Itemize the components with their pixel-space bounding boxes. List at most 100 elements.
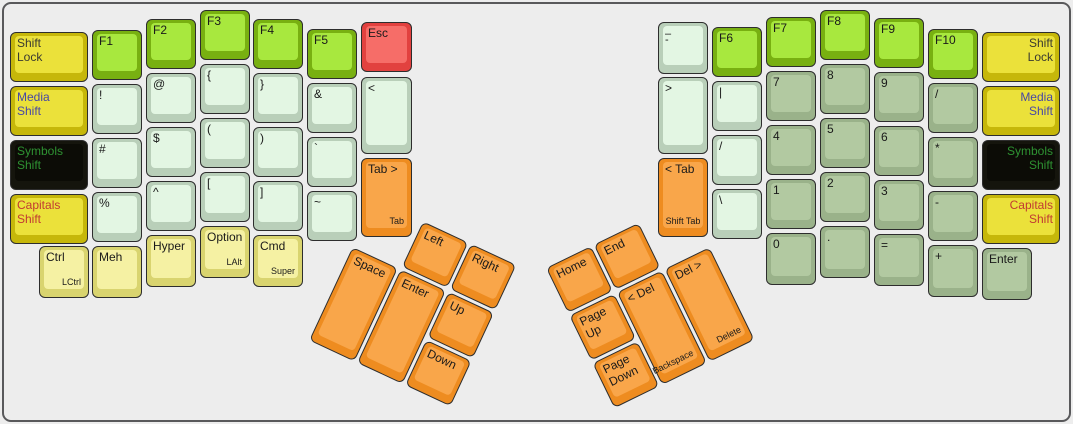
key-backtick[interactable]: ` xyxy=(307,137,357,187)
key-greater-than[interactable]: > xyxy=(658,77,708,154)
key-label: ( xyxy=(207,122,211,136)
keycap-face xyxy=(258,239,298,278)
key-label: + xyxy=(935,249,943,263)
key-f2[interactable]: F2 xyxy=(146,19,196,69)
key-num-5[interactable]: 5 xyxy=(820,118,870,168)
keycap-face xyxy=(151,131,191,168)
key-backslash[interactable]: \ xyxy=(712,189,762,239)
key-caret[interactable]: ^ xyxy=(146,181,196,231)
keycap-face xyxy=(97,34,137,71)
keycap-face xyxy=(312,33,352,70)
keycap-face xyxy=(825,230,865,269)
key-media-shift-left[interactable]: Media Shift xyxy=(10,86,88,136)
keycap-face xyxy=(825,176,865,213)
key-tilde[interactable]: ~ xyxy=(307,191,357,241)
key-f8[interactable]: F8 xyxy=(820,10,870,60)
key-f4[interactable]: F4 xyxy=(253,19,303,69)
key-f9[interactable]: F9 xyxy=(874,18,924,68)
key-num-plus[interactable]: + xyxy=(928,245,978,297)
key-label: 1 xyxy=(773,183,780,197)
key-num-6[interactable]: 6 xyxy=(874,126,924,176)
key-label: ] xyxy=(260,185,264,199)
key-num-equals[interactable]: = xyxy=(874,234,924,286)
keycap-face xyxy=(663,162,703,228)
key-lparen[interactable]: ( xyxy=(200,118,250,168)
key-f3[interactable]: F3 xyxy=(200,10,250,60)
key-num-divide[interactable]: / xyxy=(928,83,978,133)
key-f5[interactable]: F5 xyxy=(307,29,357,79)
key-shift-lock-right[interactable]: Shift Lock xyxy=(982,32,1060,82)
key-sublabel: LCtrl xyxy=(61,277,81,287)
key-label: Symbols Shift xyxy=(17,144,64,172)
key-capitals-shift-right[interactable]: Capitals Shift xyxy=(982,194,1060,244)
key-num-4[interactable]: 4 xyxy=(766,125,816,175)
key-label: ! xyxy=(99,88,103,102)
key-esc[interactable]: Esc xyxy=(361,22,412,72)
key-hyper[interactable]: Hyper xyxy=(146,235,196,287)
key-label: F7 xyxy=(773,21,788,35)
key-f10[interactable]: F10 xyxy=(928,29,978,79)
key-num-0[interactable]: 0 xyxy=(766,233,816,285)
key-num-2[interactable]: 2 xyxy=(820,172,870,222)
key-media-shift-right[interactable]: Media Shift xyxy=(982,86,1060,136)
key-dash-endash[interactable]: – - xyxy=(658,22,708,74)
key-num-3[interactable]: 3 xyxy=(874,180,924,230)
key-shift-lock-left[interactable]: Shift Lock xyxy=(10,32,88,82)
keycap-face xyxy=(97,88,137,125)
key-num-8[interactable]: 8 xyxy=(820,64,870,114)
keycap-face xyxy=(663,26,703,65)
key-less-than[interactable]: < xyxy=(361,77,412,154)
key-pipe[interactable]: | xyxy=(712,81,762,131)
keycap-face xyxy=(825,14,865,51)
key-meh[interactable]: Meh xyxy=(92,246,142,298)
key-num-multiply[interactable]: * xyxy=(928,137,978,187)
key-symbols-shift-left[interactable]: Symbols Shift xyxy=(10,140,88,190)
keycap-face xyxy=(366,26,407,63)
key-sublabel: LAlt xyxy=(226,257,242,267)
keycap-face xyxy=(151,23,191,60)
key-rparen[interactable]: ) xyxy=(253,127,303,177)
key-num-minus[interactable]: - xyxy=(928,191,978,241)
key-dollar[interactable]: $ xyxy=(146,127,196,177)
key-lbracket[interactable]: [ xyxy=(200,172,250,222)
key-cmd[interactable]: Cmd Super xyxy=(253,235,303,287)
key-at[interactable]: @ xyxy=(146,73,196,123)
key-option[interactable]: Option LAlt xyxy=(200,226,250,278)
key-label: 2 xyxy=(827,176,834,190)
key-tab-forward[interactable]: Tab > Tab xyxy=(361,158,412,237)
keycap-face xyxy=(987,198,1055,235)
key-rbracket[interactable]: ] xyxy=(253,181,303,231)
key-hash[interactable]: # xyxy=(92,138,142,188)
key-label: = xyxy=(881,238,889,252)
keycap-face xyxy=(366,162,407,228)
key-tab-back[interactable]: < Tab Shift Tab xyxy=(658,158,708,237)
keycap-face xyxy=(825,122,865,159)
key-num-9[interactable]: 9 xyxy=(874,72,924,122)
key-num-1[interactable]: 1 xyxy=(766,179,816,229)
key-num-enter[interactable]: Enter xyxy=(982,248,1032,300)
keycap-face xyxy=(205,122,245,159)
key-rbrace[interactable]: } xyxy=(253,73,303,123)
key-exclaim[interactable]: ! xyxy=(92,84,142,134)
key-num-7[interactable]: 7 xyxy=(766,71,816,121)
key-symbols-shift-right[interactable]: Symbols Shift xyxy=(982,140,1060,190)
key-f6[interactable]: F6 xyxy=(712,27,762,77)
key-slash-inner[interactable]: / xyxy=(712,135,762,185)
key-num-period[interactable]: . xyxy=(820,226,870,278)
key-label: F1 xyxy=(99,34,114,48)
key-f7[interactable]: F7 xyxy=(766,17,816,67)
key-ctrl[interactable]: Ctrl LCtrl xyxy=(39,246,89,298)
keycap-face xyxy=(879,130,919,167)
keycap-face xyxy=(717,85,757,122)
keycap-face xyxy=(825,68,865,105)
keycap-face xyxy=(258,77,298,114)
key-percent[interactable]: % xyxy=(92,192,142,242)
key-label: F9 xyxy=(881,22,896,36)
key-lbrace[interactable]: { xyxy=(200,64,250,114)
keycap-face xyxy=(771,237,811,276)
key-ampersand[interactable]: & xyxy=(307,83,357,133)
key-f1[interactable]: F1 xyxy=(92,30,142,80)
key-label: F4 xyxy=(260,23,275,37)
key-label: # xyxy=(99,142,106,156)
key-capitals-shift-left[interactable]: Capitals Shift xyxy=(10,194,88,244)
